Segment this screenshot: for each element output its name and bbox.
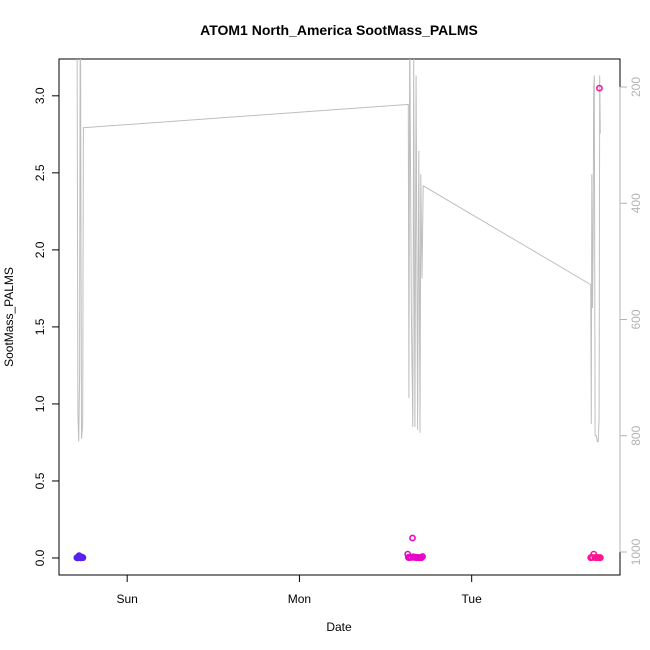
data-point [409, 534, 416, 542]
y-axis-label: SootMass_PALMS [2, 267, 16, 367]
data-point [419, 553, 426, 560]
y-tick-label: 2.0 [33, 241, 47, 258]
altitude-line [76, 59, 601, 443]
chart-title: ATOM1 North_America SootMass_PALMS [200, 22, 478, 38]
y2-tick-label: 600 [629, 309, 643, 329]
axes-layer: 0.0 0.5 1.0 1.5 2.0 2.5 3.0 200 400 600 800 1000 Sun… [33, 77, 643, 606]
y-tick-label: 2.5 [33, 164, 47, 181]
y-tick-label: 1.0 [33, 395, 47, 412]
y2-tick-label: 400 [629, 193, 643, 213]
y-tick-label: 0.5 [33, 472, 47, 489]
y-tick-label: 3.0 [33, 87, 47, 104]
y-tick-label: 1.5 [33, 318, 47, 335]
data-point [79, 554, 87, 562]
y2-tick-label: 800 [629, 425, 643, 445]
plot-frame [58, 58, 621, 576]
y-tick-label: 0.0 [33, 549, 47, 566]
y2-tick-label: 1000 [629, 538, 643, 565]
points-layer [73, 84, 604, 562]
data-point [417, 554, 425, 562]
x-tick-label: Mon [288, 592, 311, 606]
x-tick-label: Sun [117, 592, 138, 606]
x-tick-label: Tue [462, 592, 483, 606]
x-axis-label: Date [326, 620, 352, 634]
data-point [596, 84, 603, 92]
y2-tick-label: 200 [629, 77, 643, 97]
data-point [596, 554, 604, 562]
ancillary-line-layer [76, 59, 601, 443]
